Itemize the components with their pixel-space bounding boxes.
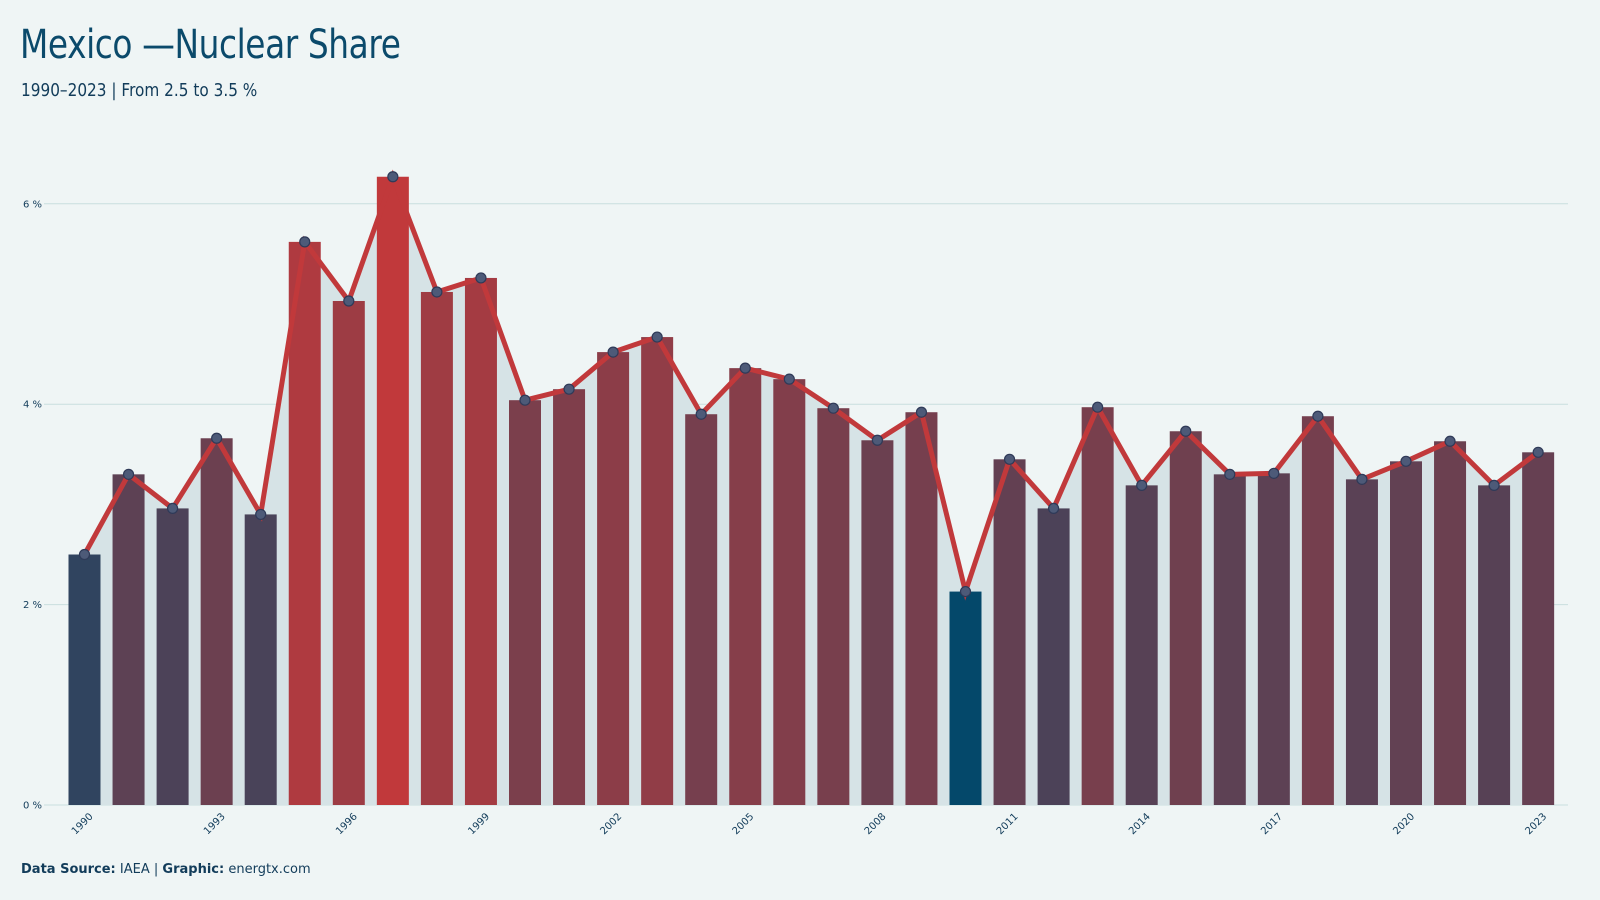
x-tick-label: 2002 — [598, 811, 624, 837]
x-tick-label: 1990 — [70, 811, 96, 837]
bar-1995 — [288, 241, 321, 806]
bar-2009 — [905, 412, 938, 805]
point-1996 — [343, 295, 355, 307]
point-1998 — [431, 286, 443, 298]
point-2017 — [1268, 467, 1280, 479]
bar-2006 — [773, 379, 806, 805]
series-line — [82, 169, 1540, 601]
point-1991 — [122, 468, 135, 480]
point-2009 — [915, 406, 928, 418]
x-tick-label: 2008 — [863, 811, 889, 837]
x-tick-label: 1996 — [334, 811, 360, 837]
point-2003 — [651, 331, 663, 343]
point-2008 — [871, 434, 884, 446]
y-tick-label: 4 % — [23, 400, 42, 411]
x-tick-label: 2020 — [1391, 811, 1417, 837]
bar-2002 — [597, 352, 630, 805]
footer: Data Source: IAEA | Graphic: energtx.com — [21, 862, 311, 877]
x-tick-label: 2014 — [1127, 811, 1153, 837]
bar-2001 — [553, 389, 586, 805]
point-2013 — [1092, 401, 1104, 413]
bar-2019 — [1345, 479, 1378, 805]
point-2007 — [827, 402, 839, 414]
bar-1993 — [200, 438, 233, 805]
point-1994 — [255, 508, 267, 521]
bar-2003 — [641, 337, 674, 805]
bar-2007 — [817, 408, 850, 805]
bar-2014 — [1125, 485, 1158, 805]
bar-1991 — [112, 474, 145, 805]
point-1999 — [475, 272, 487, 284]
point-2005 — [739, 362, 751, 374]
x-tick-label: 2005 — [731, 811, 757, 837]
line-layer — [82, 169, 1540, 601]
bar-2018 — [1301, 416, 1334, 805]
point-2022 — [1488, 479, 1500, 491]
point-2019 — [1356, 473, 1368, 485]
y-axis-ticks: 0 % 2 % 4 % 6 % — [23, 199, 42, 811]
y-tick-label: 0 % — [23, 801, 42, 812]
point-2010 — [959, 585, 972, 598]
bar-1990 — [68, 554, 101, 805]
bar-2012 — [1037, 508, 1070, 805]
bar-1999 — [464, 277, 497, 805]
bar-2023 — [1522, 452, 1555, 805]
bar-1994 — [244, 514, 277, 805]
bar-2008 — [861, 440, 894, 805]
bar-2020 — [1390, 461, 1422, 805]
bar-2013 — [1081, 407, 1114, 805]
point-1997 — [387, 171, 399, 183]
bar-layer — [68, 176, 1555, 806]
point-1990 — [78, 548, 91, 561]
point-2021 — [1444, 435, 1456, 447]
bar-2010 — [949, 591, 982, 805]
bar-2011 — [993, 459, 1026, 805]
point-layer — [78, 171, 1544, 598]
point-2004 — [695, 408, 707, 420]
x-tick-label: 2023 — [1523, 811, 1549, 837]
y-tick-label: 2 % — [23, 600, 42, 611]
bar-1992 — [156, 508, 189, 805]
chart-subtitle: 1990–2023 | From 2.5 to 3.5 % — [21, 80, 258, 101]
bar-2015 — [1169, 431, 1202, 805]
point-1993 — [211, 432, 223, 444]
bar-2005 — [729, 368, 762, 805]
footer-separator: | — [153, 862, 159, 877]
point-1995 — [299, 236, 311, 248]
point-2020 — [1400, 455, 1412, 467]
x-axis-ticks: 1990 1993 1996 1999 2002 2005 2008 2011 2014 2017… — [70, 811, 1549, 837]
bar-2021 — [1434, 441, 1467, 805]
graphic-value: energtx.com — [228, 862, 311, 877]
point-2011 — [1003, 453, 1016, 465]
point-2014 — [1136, 479, 1148, 491]
point-1992 — [167, 502, 179, 515]
point-2000 — [519, 394, 531, 406]
bar-1996 — [332, 300, 365, 805]
bar-2022 — [1478, 485, 1511, 805]
point-2018 — [1312, 410, 1324, 422]
point-2002 — [607, 346, 619, 358]
graphic-label: Graphic: — [162, 862, 225, 877]
x-tick-label: 1993 — [202, 811, 228, 837]
point-2023 — [1532, 446, 1544, 458]
bar-2017 — [1257, 473, 1290, 805]
point-2016 — [1224, 468, 1236, 480]
bar-1998 — [420, 291, 453, 805]
x-tick-label: 1999 — [466, 811, 492, 837]
data-source-label: Data Source: — [21, 862, 116, 877]
point-2001 — [563, 383, 575, 395]
data-source-value: IAEA — [119, 862, 150, 877]
y-tick-label: 6 % — [23, 199, 42, 210]
x-tick-label: 2017 — [1259, 811, 1285, 837]
bar-2016 — [1213, 474, 1246, 805]
bar-2004 — [685, 414, 718, 805]
point-2015 — [1180, 425, 1192, 437]
bar-1997 — [376, 176, 409, 806]
point-2012 — [1047, 502, 1060, 515]
point-2006 — [783, 373, 795, 385]
bar-2000 — [509, 400, 541, 805]
chart-title: Mexico —Nuclear Share — [20, 22, 401, 68]
x-tick-label: 2011 — [995, 811, 1021, 837]
